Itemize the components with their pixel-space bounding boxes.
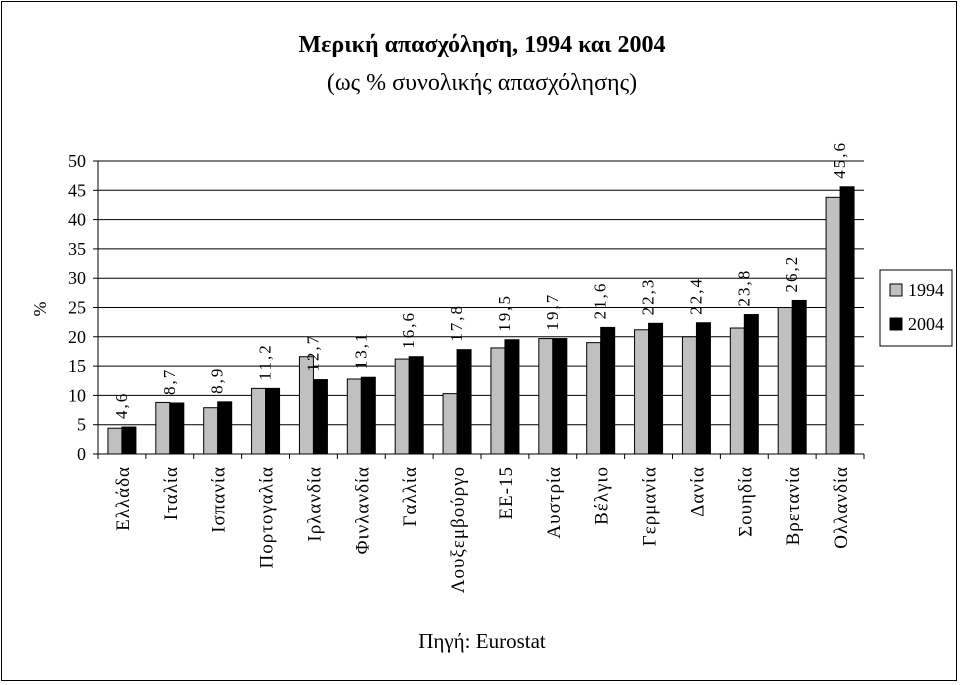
bar-1994: [251, 387, 267, 455]
bar-1994: [107, 427, 123, 455]
data-label: 11,2: [256, 343, 275, 380]
axes: 0 5 10 15 20 25 30 35 40 45 50: [68, 151, 865, 464]
bar-1994: [394, 358, 410, 455]
category-label: Γαλλία: [400, 466, 421, 526]
y-axis-label: %: [30, 302, 50, 317]
category-label: Φινλανδία: [352, 466, 373, 554]
data-label: 13,1: [351, 331, 370, 369]
bar-1994: [634, 329, 650, 455]
bar-1994: [586, 342, 602, 455]
legend-box: [879, 269, 953, 347]
bar-2004: [504, 339, 520, 455]
y-tick-label: 10: [68, 385, 86, 405]
y-tick-label: 20: [68, 327, 86, 347]
source-note: Πηγή: Eurostat: [418, 629, 546, 653]
chart-title: Μερική απασχόληση, 1994 και 2004: [298, 32, 665, 58]
category-label: Ελλάδα: [113, 466, 134, 531]
category-label: Δανία: [687, 466, 708, 517]
data-label: 22,3: [639, 278, 658, 316]
y-tick-label: 30: [68, 268, 86, 288]
category-label: ΕΕ-15: [496, 466, 517, 520]
category-label: Λουξεμβούργο: [448, 466, 469, 593]
bar-2004: [360, 376, 376, 455]
gridlines: [98, 160, 864, 426]
bar-2004: [743, 314, 759, 455]
category-label: Σουηδία: [735, 466, 756, 537]
bar-2004: [839, 186, 855, 455]
bar-1994: [442, 393, 458, 455]
data-label: 8,9: [208, 367, 227, 394]
bar-2004: [695, 322, 711, 455]
y-tick-label: 35: [68, 239, 86, 259]
data-label: 4,6: [112, 392, 131, 419]
data-label: 23,8: [734, 269, 753, 307]
bar-2004: [600, 326, 616, 455]
category-labels: Ελλάδα Ιταλία Ισπανία Πορτογαλία Ιρλανδία Φιν…: [113, 466, 852, 593]
category-label: Ισπανία: [209, 466, 230, 533]
bar-2004: [648, 322, 664, 455]
bar-2004: [217, 401, 233, 455]
y-tick-label: 50: [68, 151, 86, 171]
category-label: Βρετανία: [783, 466, 804, 545]
data-label: 12,7: [303, 334, 322, 372]
bar-1994: [346, 378, 362, 455]
bar-2004: [791, 299, 807, 455]
bar-2004: [312, 379, 328, 455]
bar-2004: [552, 338, 568, 455]
y-tick-label: 0: [77, 444, 86, 464]
category-label: Γερμανία: [640, 466, 661, 546]
data-label: 19,5: [495, 294, 514, 332]
bar-1994: [681, 336, 697, 455]
legend-swatch: [889, 283, 903, 297]
data-labels: 4,6 8,7 8,9 11,2 12,7 13,1 16,6 17,8 19,5 19,7 21,…: [112, 141, 849, 419]
y-tick-label: 45: [68, 180, 86, 200]
bar-1994: [490, 347, 506, 455]
legend: 1994 2004: [879, 269, 953, 347]
bar-2004: [265, 387, 281, 455]
category-label: Ολλανδία: [831, 466, 852, 549]
data-label: 45,6: [830, 141, 849, 179]
bar-1994: [538, 338, 554, 455]
bar-1994: [777, 307, 793, 455]
data-label: 8,7: [160, 368, 179, 395]
bars: [107, 186, 855, 455]
bar-2004: [121, 426, 137, 455]
data-label: 16,6: [399, 311, 418, 349]
category-label: Πορτογαλία: [257, 466, 278, 568]
bar-2004: [408, 356, 424, 455]
bar-2004: [456, 349, 472, 455]
data-label: 19,7: [543, 293, 562, 331]
legend-label: 2004: [908, 314, 944, 334]
chart-subtitle: (ως % συνολικής απασχόλησης): [327, 70, 637, 96]
data-label: 26,2: [782, 255, 801, 293]
category-label: Αυστρία: [544, 466, 565, 539]
bar-1994: [825, 196, 841, 455]
bar-1994: [203, 407, 219, 455]
legend-label: 1994: [908, 280, 944, 300]
y-tick-label: 5: [77, 415, 86, 435]
bar-2004: [169, 402, 185, 455]
category-label: Ιταλία: [161, 466, 182, 520]
y-tick-label: 15: [68, 356, 86, 376]
y-tick-label: 40: [68, 210, 86, 230]
category-label: Βέλγιο: [592, 466, 613, 525]
y-tick-label: 25: [68, 298, 86, 318]
data-label: 17,8: [447, 304, 466, 342]
data-label: 22,4: [686, 277, 705, 315]
bar-1994: [155, 401, 171, 455]
category-label: Ιρλανδία: [304, 466, 325, 542]
data-label: 21,6: [591, 282, 610, 320]
bar-1994: [729, 327, 745, 455]
legend-swatch: [889, 317, 903, 331]
